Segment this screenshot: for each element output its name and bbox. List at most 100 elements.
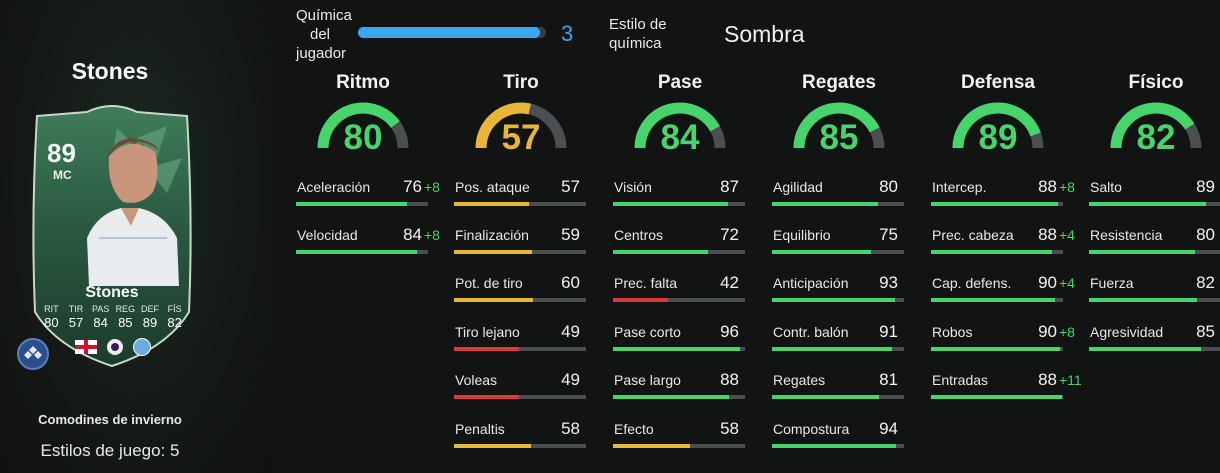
stat-row[interactable]: Aceleración 76 +8 [296,177,446,227]
chemistry-style-icon[interactable] [17,338,49,370]
stat-bar-fill [772,444,897,448]
stat-row[interactable]: Centros 72 [613,225,763,275]
stat-bar-fill [1089,250,1195,254]
stat-row[interactable]: Penaltis 58 [454,419,604,469]
gauge-arc [793,102,885,149]
stat-bar [1089,250,1220,254]
stat-row[interactable]: Robos 90 +8 [931,322,1081,372]
stat-bar-fill [454,395,519,399]
stat-row[interactable]: Regates 81 [772,370,922,420]
stat-bar-fill [1089,298,1198,302]
stat-row[interactable]: Finalización 59 [454,225,604,275]
club-crest-icon [133,338,151,356]
stat-row[interactable]: Prec. cabeza 88 +4 [931,225,1081,275]
player-card[interactable]: 89 MC Stones RIT TIR PAS REG DEF FÍS 80 … [17,98,207,370]
category-title: Pase [657,72,703,93]
stat-bar [772,444,904,448]
stat-bar-fill [772,298,895,302]
stat-row[interactable]: Intercep. 88 +8 [931,177,1081,227]
stat-bar-fill [613,444,690,448]
stat-row[interactable]: Equilibrio 75 [772,225,922,275]
category-value: 89 [978,118,1018,157]
stat-row[interactable]: Resistencia 80 [1089,225,1220,275]
stat-value: 88 [1038,225,1057,244]
stat-bar [613,347,745,351]
stat-row[interactable]: Entradas 88 +11 [931,370,1082,420]
stat-bar [454,347,586,351]
england-flag-icon [75,340,97,354]
category-title: Físico [1128,72,1184,93]
stat-row[interactable]: Cap. defens. 90 +4 [931,273,1081,323]
stat-value: 81 [879,370,898,389]
stat-row[interactable]: Pase corto 96 [613,322,763,372]
category-gauge: 57 [471,98,571,160]
stat-value: 58 [561,419,580,438]
gauge-arc [634,102,726,149]
stat-row[interactable]: Visión 87 [613,177,763,227]
stat-bar-fill [613,250,709,254]
stat-row[interactable]: Voleas 49 [454,370,604,420]
gauge-fill [475,102,531,149]
stat-row[interactable]: Pot. de tiro 60 [454,273,604,323]
stat-row[interactable]: Compostura 94 [772,419,922,469]
category-value: 80 [343,118,383,157]
card-stat-label: RIT [44,304,59,314]
stat-bar [1089,202,1220,206]
card-stat-value: 84 [93,315,108,330]
stat-name: Voleas [455,372,498,388]
stat-value: 93 [879,273,898,292]
stat-bar-fill [613,298,669,302]
stat-row[interactable]: Agresividad 85 [1089,322,1220,372]
stat-name: Resistencia [1090,227,1163,243]
stat-name: Tiro lejano [455,324,520,340]
stat-row[interactable]: Tiro lejano 49 [454,322,604,372]
stat-row[interactable]: Contr. balón 91 [772,322,922,372]
gauge-arc [1110,102,1202,149]
stat-row[interactable]: Efecto 58 [613,419,763,469]
stat-bonus: +4 [1059,275,1075,291]
stat-bar-fill [454,250,532,254]
stat-row[interactable]: Pase largo 88 [613,370,763,420]
chemistry-label-line: jugador [296,45,347,62]
category-title: Regates [802,72,876,93]
stat-row[interactable]: Prec. falta 42 [613,273,763,323]
stat-row[interactable]: Pos. ataque 57 [454,177,604,227]
stat-bonus: +8 [424,179,440,195]
stat-name: Prec. cabeza [932,227,1014,243]
league-logo-icon [107,339,123,355]
stat-value: 94 [879,419,898,438]
gauge-fill [1110,102,1195,149]
chemistry-style-value[interactable]: Sombra [724,21,805,47]
stat-value: 59 [561,225,580,244]
category-title: Ritmo [336,72,390,93]
stat-bar-fill [613,395,730,399]
stat-name: Regates [773,372,826,388]
category-value: 85 [819,118,859,157]
stat-value: 90 [1038,273,1057,292]
card-stat-label: DEF [140,304,159,314]
card-stat-label: FÍS [167,304,182,314]
category-gauge: 84 [630,98,730,160]
stat-bar-fill [931,298,1056,302]
stat-name: Contr. balón [773,324,849,340]
category-title: Tiro [503,72,539,93]
chemistry-label-line: Química [296,7,352,24]
stat-row[interactable]: Salto 89 [1089,177,1220,227]
stat-bar-fill [1089,347,1202,351]
player-portrait [87,138,179,286]
stat-row[interactable]: Velocidad 84 +8 [296,225,446,275]
stat-bar [613,250,745,254]
stat-name: Prec. falta [614,275,678,291]
playstyles-count[interactable]: Estilos de juego: 5 [40,441,180,460]
stat-row[interactable]: Fuerza 82 [1089,273,1220,323]
stat-value: 75 [879,225,898,244]
category-value: 57 [501,118,541,157]
stat-value: 49 [561,370,580,389]
stat-row[interactable]: Agilidad 80 [772,177,922,227]
card-stat-value: 80 [44,315,59,330]
card-rating: 89 [47,138,76,168]
stat-bonus: +8 [1059,324,1075,340]
stat-value: 42 [720,273,739,292]
stat-row[interactable]: Anticipación 93 [772,273,922,323]
stat-name: Intercep. [932,179,987,195]
